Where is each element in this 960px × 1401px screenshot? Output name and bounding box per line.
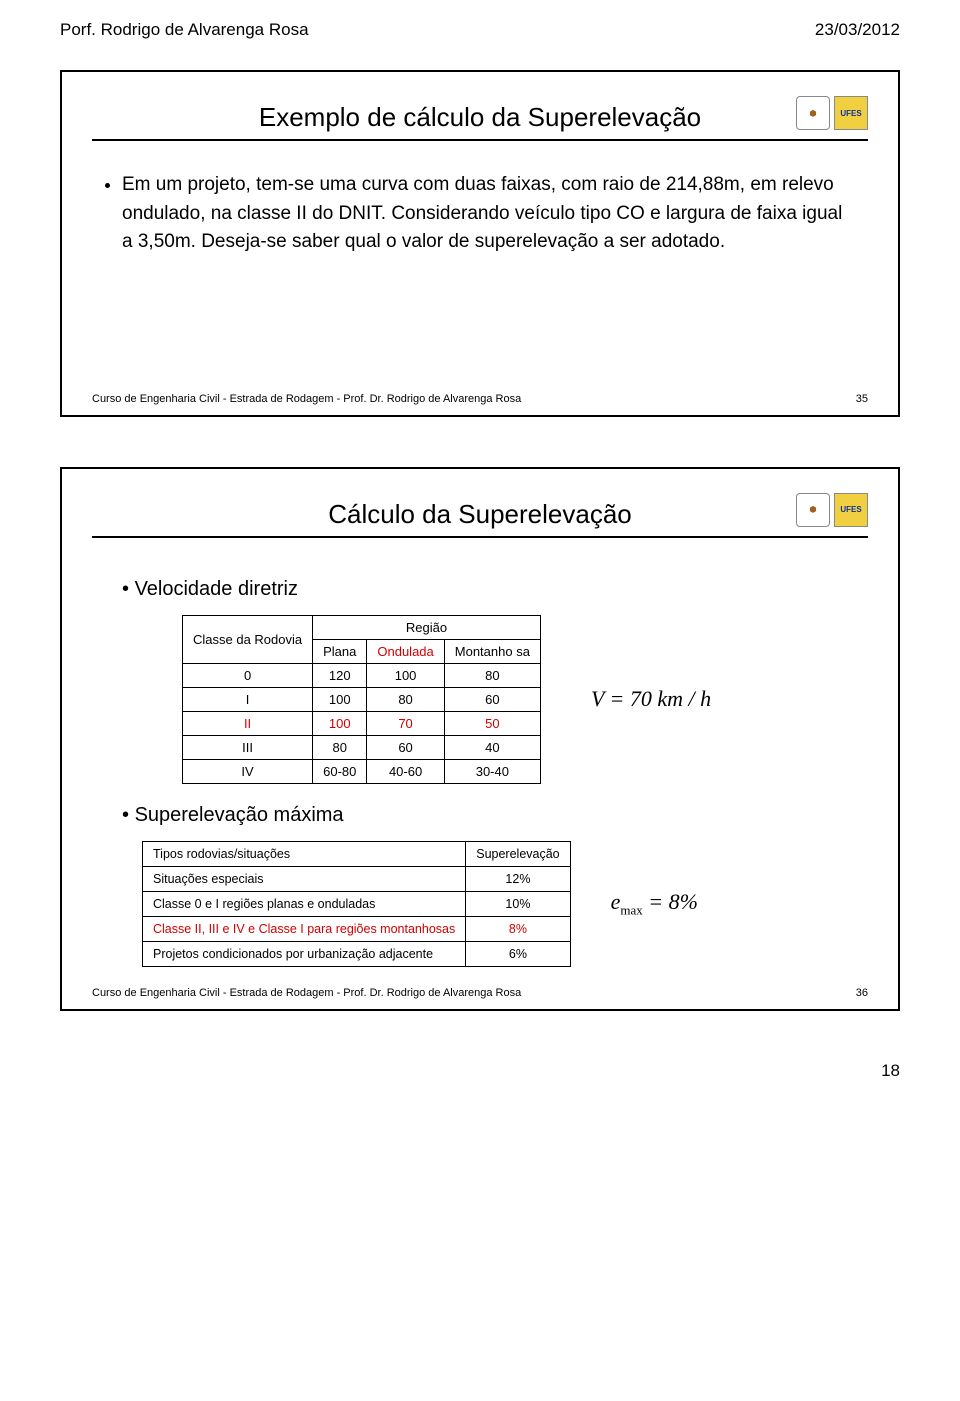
formula-e: e	[611, 889, 621, 914]
vel-row-0: 0 120 100 80	[183, 663, 541, 687]
slide2-title: Cálculo da Superelevação	[92, 499, 868, 530]
vel-col-ondulada: Ondulada	[367, 639, 444, 663]
se-val: 12%	[466, 866, 570, 891]
vel-val: 50	[444, 711, 540, 735]
vel-class: IV	[183, 759, 313, 783]
shield-icon: ⬢	[796, 493, 830, 527]
velocity-table: Classe da Rodovia Região Plana Ondulada …	[182, 615, 541, 784]
vel-val: 100	[313, 711, 367, 735]
slide-1: Exemplo de cálculo da Superelevação ⬢ UF…	[60, 70, 900, 417]
page-header: Porf. Rodrigo de Alvarenga Rosa 23/03/20…	[60, 20, 900, 40]
vel-col-plana: Plana	[313, 639, 367, 663]
vel-h2: Região	[313, 615, 541, 639]
slide2-page-number: 36	[856, 987, 868, 999]
shield-icon: ⬢	[796, 96, 830, 130]
slide1-title: Exemplo de cálculo da Superelevação	[92, 102, 868, 133]
vel-class: 0	[183, 663, 313, 687]
formula-v-unit: km / h	[657, 686, 711, 711]
vel-val: 100	[313, 687, 367, 711]
se-h1: Tipos rodovias/situações	[143, 841, 466, 866]
header-author: Porf. Rodrigo de Alvarenga Rosa	[60, 20, 309, 40]
se-label: Situações especiais	[143, 866, 466, 891]
slide2-footer-text: Curso de Engenharia Civil - Estrada de R…	[92, 987, 521, 999]
vel-class: III	[183, 735, 313, 759]
vel-val: 40-60	[367, 759, 444, 783]
se-val: 10%	[466, 891, 570, 916]
ufes-icon: UFES	[834, 96, 868, 130]
se-label: Projetos condicionados por urbanização a…	[143, 941, 466, 966]
vel-row-4: IV 60-80 40-60 30-40	[183, 759, 541, 783]
slide2-logos: ⬢ UFES	[796, 493, 868, 527]
se-val: 6%	[466, 941, 570, 966]
formula-e-sub: max	[620, 902, 642, 917]
formula-velocity: V = 70 km / h	[591, 686, 711, 712]
vel-val: 60-80	[313, 759, 367, 783]
vel-val: 80	[313, 735, 367, 759]
header-date: 23/03/2012	[815, 20, 900, 40]
vel-val: 60	[367, 735, 444, 759]
handout-page-number: 18	[60, 1061, 900, 1081]
section-velocidade: Velocidade diretriz	[122, 578, 858, 601]
vel-class: I	[183, 687, 313, 711]
ufes-icon: UFES	[834, 493, 868, 527]
slide1-page-number: 35	[856, 393, 868, 405]
se-row-0: Situações especiais 12%	[143, 866, 571, 891]
vel-row-1: I 100 80 60	[183, 687, 541, 711]
se-h2: Superelevação	[466, 841, 570, 866]
vel-col-montanhosa: Montanho sa	[444, 639, 540, 663]
formula-e-after: = 8%	[643, 889, 698, 914]
vel-val: 40	[444, 735, 540, 759]
slide1-divider	[92, 139, 868, 141]
vel-val: 100	[367, 663, 444, 687]
superelevacao-table: Tipos rodovias/situações Superelevação S…	[142, 841, 571, 967]
slide1-footer-text: Curso de Engenharia Civil - Estrada de R…	[92, 393, 521, 405]
se-val: 8%	[466, 916, 570, 941]
slide1-bullet-1: Em um projeto, tem-se uma curva com duas…	[122, 171, 858, 257]
slide-2: Cálculo da Superelevação ⬢ UFES Velocida…	[60, 467, 900, 1011]
vel-val: 70	[367, 711, 444, 735]
se-row-2: Classe II, III e IV e Classe I para regi…	[143, 916, 571, 941]
slide1-footer: Curso de Engenharia Civil - Estrada de R…	[92, 393, 868, 405]
vel-row-3: III 80 60 40	[183, 735, 541, 759]
slide1-logos: ⬢ UFES	[796, 96, 868, 130]
vel-val: 120	[313, 663, 367, 687]
formula-v-before: V = 70	[591, 686, 657, 711]
vel-val: 30-40	[444, 759, 540, 783]
se-row-3: Projetos condicionados por urbanização a…	[143, 941, 571, 966]
se-label: Classe II, III e IV e Classe I para regi…	[143, 916, 466, 941]
vel-class: II	[183, 711, 313, 735]
vel-val: 80	[367, 687, 444, 711]
se-label: Classe 0 e I regiões planas e onduladas	[143, 891, 466, 916]
slide2-footer: Curso de Engenharia Civil - Estrada de R…	[92, 987, 868, 999]
vel-val: 80	[444, 663, 540, 687]
vel-row-2: II 100 70 50	[183, 711, 541, 735]
se-row-1: Classe 0 e I regiões planas e onduladas …	[143, 891, 571, 916]
slide1-bullets: Em um projeto, tem-se uma curva com duas…	[92, 161, 868, 273]
vel-val: 60	[444, 687, 540, 711]
slide2-divider	[92, 536, 868, 538]
vel-h1: Classe da Rodovia	[183, 615, 313, 663]
formula-emax: emax = 8%	[611, 889, 698, 918]
section-superelevacao: Superelevação máxima	[122, 804, 858, 827]
